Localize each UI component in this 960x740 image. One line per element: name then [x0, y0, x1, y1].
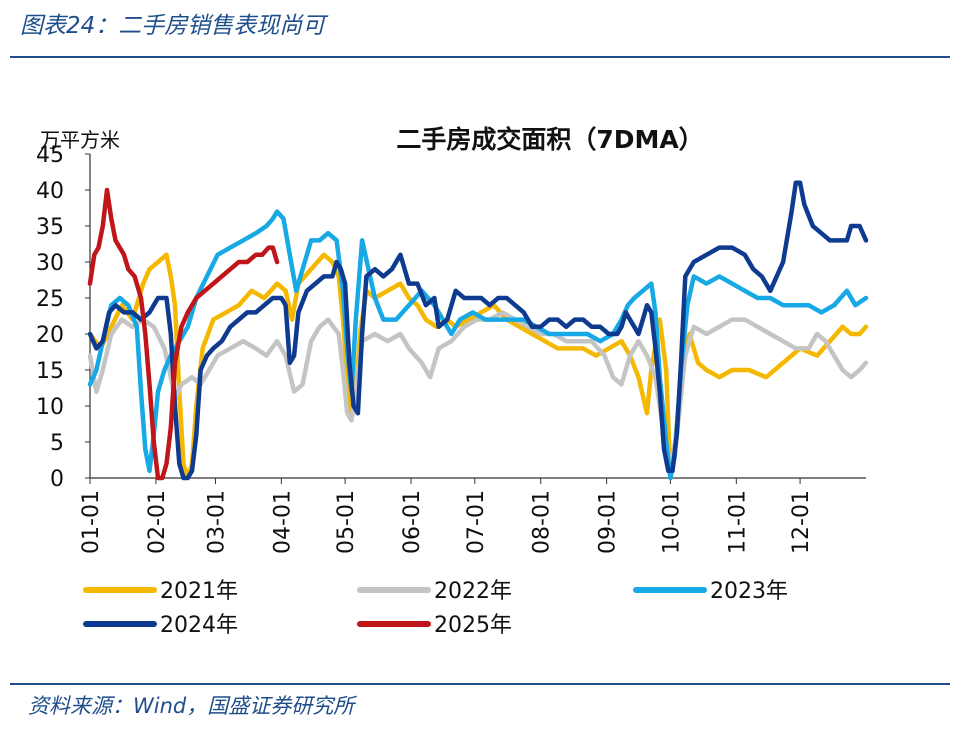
y-axis-label: 万平方米	[40, 128, 120, 152]
legend-label: 2024年	[160, 613, 238, 638]
x-tick-label: 08-01	[530, 490, 555, 554]
top-rule	[10, 56, 950, 58]
x-tick-label: 12-01	[789, 490, 814, 554]
y-tick-label: 25	[36, 287, 64, 312]
source-note: 资料来源：Wind，国盛证券研究所	[28, 694, 355, 718]
legend: 2021年 2022年 2023年 2024年 2025年	[83, 579, 788, 638]
y-tick-label: 20	[36, 323, 64, 348]
x-tick-label: 11-01	[725, 490, 750, 554]
x-tick-label: 01-01	[79, 490, 104, 554]
x-tick-label: 03-01	[204, 490, 229, 554]
legend-label: 2023年	[710, 579, 788, 604]
x-tick-label: 02-01	[145, 490, 170, 554]
y-tick-label: 5	[50, 431, 64, 456]
y-tick-label: 40	[36, 179, 64, 204]
x-tick-label: 07-01	[464, 490, 489, 554]
axes: 0 5 10 15 20 25 30 35 40 45 01-01 02-01 03-01 04-01 05…	[36, 143, 866, 554]
x-tick-label: 06-01	[400, 490, 425, 554]
series-line	[87, 187, 280, 481]
y-tick-label: 35	[36, 215, 64, 240]
legend-label: 2025年	[434, 613, 512, 638]
legend-label: 2022年	[434, 579, 512, 604]
series-line	[87, 180, 869, 481]
line-chart: 二手房成交面积（7DMA） 万平方米 0 5 10 15 20 25 30 35 40 45 01-…	[36, 125, 869, 638]
x-tick-label: 09-01	[596, 490, 621, 554]
x-tick-label: 05-01	[334, 490, 359, 554]
y-tick-label: 45	[36, 143, 64, 168]
x-tick-label: 04-01	[270, 490, 295, 554]
y-tick-label: 0	[50, 467, 64, 492]
y-tick-label: 30	[36, 251, 64, 276]
y-tick-label: 10	[36, 395, 64, 420]
chart-title: 二手房成交面积（7DMA）	[396, 125, 703, 154]
bottom-rule	[10, 683, 950, 685]
figure-title: 图表24：二手房销售表现尚可	[20, 13, 326, 39]
y-tick-label: 15	[36, 359, 64, 384]
x-tick-label: 10-01	[659, 490, 684, 554]
series-layer	[87, 180, 869, 481]
legend-label: 2021年	[160, 579, 238, 604]
